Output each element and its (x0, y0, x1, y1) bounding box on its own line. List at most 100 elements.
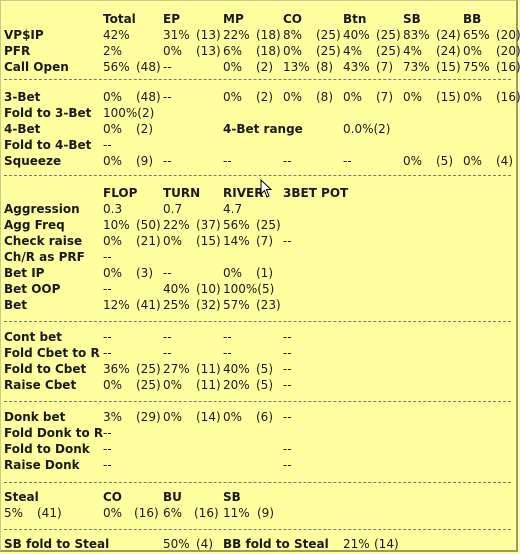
stat-count: (15) (196, 234, 221, 248)
stat-count: (25) (376, 44, 401, 58)
stat-label: Ch/R as PRF (4, 250, 85, 264)
stat-row: Fold to 3-Bet 100%(2) (1, 105, 519, 121)
stat-count: (25) (256, 218, 281, 232)
stat-value: 13% (283, 60, 310, 74)
stat-value: 0% (403, 154, 423, 168)
stat-value: -- (103, 426, 112, 440)
stat-count: (20) (496, 28, 520, 42)
stat-value: 0% (223, 266, 243, 280)
stat-value: 4% (403, 44, 423, 58)
stat-value: 6% (223, 44, 243, 58)
stat-value: 57% (223, 298, 250, 312)
header-mp: MP (223, 12, 244, 26)
stat-row: 3-Bet 0% (48) -- 0% (2) 0% (8) 0% (7) 0% (15) 0% (16) (1, 89, 520, 105)
stat-label: Call Open (4, 60, 69, 74)
stat-value: 73% (403, 60, 430, 74)
stat-count: (25) (376, 28, 401, 42)
stat-value: -- (283, 154, 292, 168)
stat-value: 83% (403, 28, 430, 42)
stat-value: 0% (283, 44, 303, 58)
stat-count: (18) (256, 28, 281, 42)
stat-count: (15) (436, 90, 461, 104)
steal-values-row: 5% (41) 0% (16) 6% (16) 11% (9) (1, 505, 519, 521)
stat-row: Bet IP 0% (3) -- 0% (1) (1, 265, 519, 281)
stat-count: (25) (136, 378, 161, 392)
stat-count: (13) (196, 44, 221, 58)
stat-count: (2) (136, 122, 153, 136)
stat-label: 3-Bet (4, 90, 41, 104)
header-river: RIVER (223, 186, 264, 200)
stat-label: Squeeze (4, 154, 62, 168)
stat-value: 14% (223, 234, 250, 248)
stat-count: (5) (256, 378, 273, 392)
stat-row: Squeeze 0% (9) -- -- -- -- 0% (5) 0% (4) (1, 153, 519, 169)
stat-value: -- (283, 442, 292, 456)
stat-count: (21) (136, 234, 161, 248)
header-steal-co: CO (103, 490, 123, 504)
stat-label: Fold Cbet to R (4, 346, 100, 360)
stat-count: (18) (256, 44, 281, 58)
steal-label: Steal (4, 490, 39, 504)
stat-label: PFR (4, 44, 31, 58)
header-turn: TURN (163, 186, 201, 200)
stat-value: 25% (163, 298, 190, 312)
stat-value: 42% (103, 28, 130, 42)
stat-value: -- (163, 330, 172, 344)
stat-value: 43% (343, 60, 370, 74)
stat-value: -- (103, 330, 112, 344)
stat-count: (15) (436, 60, 461, 74)
stat-value: 0% (283, 90, 303, 104)
stat-value: 31% (163, 28, 190, 42)
stat-row: Bet OOP -- 40% (10) 100%(5) (1, 281, 519, 297)
stat-value: 0% (463, 90, 483, 104)
stat-count: (24) (436, 28, 461, 42)
stat-label: Fold to 3-Bet (4, 106, 92, 120)
stat-value: -- (103, 458, 112, 472)
steal-total-count: (41) (37, 506, 62, 520)
stat-value: 0% (223, 60, 243, 74)
header-btn: Btn (343, 12, 367, 26)
stat-row: Donk bet 3% (29) 0% (14) 0% (6) -- (1, 409, 519, 425)
stat-count: (32) (196, 298, 221, 312)
stat-value: 40% (223, 362, 250, 376)
stat-value: -- (283, 234, 292, 248)
stat-value: 40% (343, 28, 370, 42)
stat-value: 27% (163, 362, 190, 376)
stat-count: (7) (376, 60, 393, 74)
stat-value: 100%(2) (103, 106, 155, 120)
stat-count: (41) (136, 298, 161, 312)
four-bet-range-label: 4-Bet range (223, 122, 303, 136)
stat-count: (4) (496, 154, 513, 168)
stat-label: Cont bet (4, 330, 62, 344)
header-steal-sb: SB (223, 490, 241, 504)
stat-value: -- (163, 154, 172, 168)
stat-count: (13) (196, 28, 221, 42)
four-bet-range-value: 0.0%(2) (343, 122, 391, 136)
sb-fold-to-steal-label: SB fold to Steal (4, 537, 110, 551)
stat-value: 0% (463, 154, 483, 168)
stat-row: Cont bet -- -- -- -- (1, 329, 519, 345)
stat-value: -- (103, 138, 112, 152)
stat-value: 0.7 (163, 202, 183, 216)
stat-value: 0% (223, 90, 243, 104)
stat-row: Fold to Donk -- -- (1, 441, 519, 457)
fold-to-steal-row: SB fold to Steal 50% (4) BB fold to Stea… (1, 536, 519, 552)
stat-label: VP$IP (4, 28, 44, 42)
stat-count: (48) (136, 90, 161, 104)
steal-sb: 11% (223, 506, 250, 520)
stat-count: (25) (316, 44, 341, 58)
stat-value: 0% (343, 90, 363, 104)
stat-value: 0% (163, 410, 183, 424)
sb-fold-to-steal-value: 50% (163, 537, 190, 551)
stat-value: -- (103, 282, 112, 296)
stat-value: 75% (463, 60, 490, 74)
stat-value: 0% (103, 154, 123, 168)
steal-header-row: Steal CO BU SB (1, 489, 519, 505)
stat-label: Fold Donk to R (4, 426, 104, 440)
stat-count: (50) (136, 218, 161, 232)
stat-value: -- (343, 154, 352, 168)
stat-row: Fold Donk to R -- (1, 425, 519, 441)
separator (4, 79, 511, 80)
stat-value: 0% (103, 122, 123, 136)
stat-value: -- (283, 458, 292, 472)
